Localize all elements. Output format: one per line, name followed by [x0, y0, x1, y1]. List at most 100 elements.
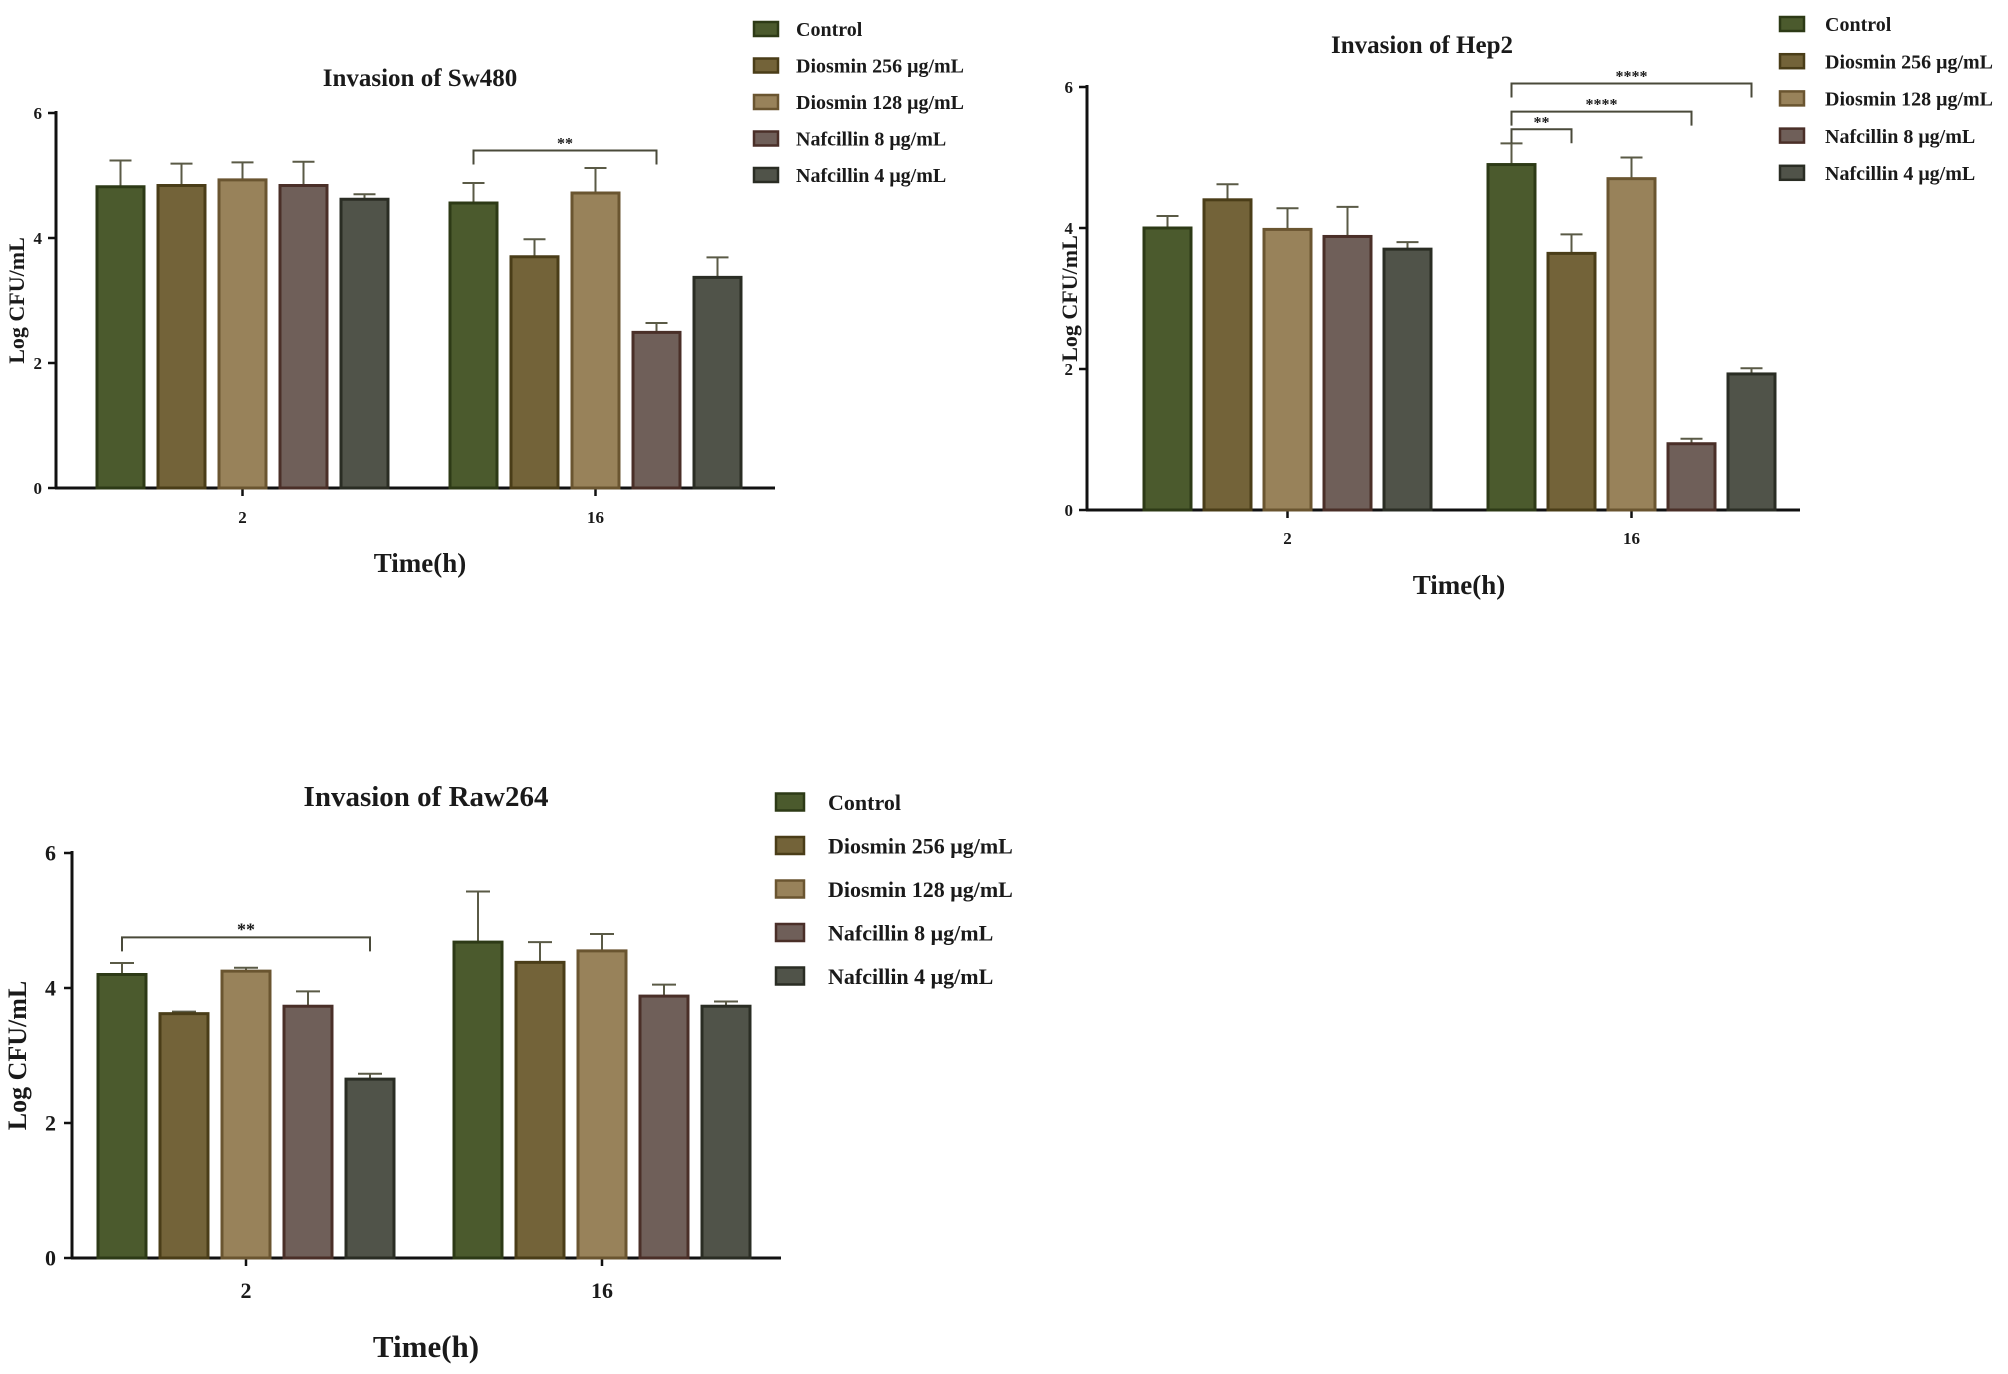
bar [514, 960, 566, 1260]
x-tick-label: 16 [591, 1278, 613, 1303]
bar [1546, 251, 1597, 512]
bar [1142, 226, 1193, 512]
bar [509, 255, 560, 490]
bar [576, 949, 628, 1260]
legend-label: Diosmin 128 μg/mL [828, 877, 1013, 902]
bar [1606, 177, 1657, 512]
x-tick-label: 16 [587, 508, 604, 527]
y-axis-label: Log CFU/mL [1057, 235, 1082, 362]
significance-bracket [1510, 82, 1753, 98]
legend-label: Nafcillin 4 μg/mL [1825, 163, 1975, 185]
x-tick-label: 2 [238, 508, 247, 527]
y-axis-label: Log CFU/mL [4, 237, 29, 364]
legend-swatch [1778, 164, 1806, 182]
legend-label: Diosmin 256 μg/mL [796, 56, 964, 78]
legend-swatch [774, 922, 806, 943]
legend: Control Diosmin 256 μg/mL Diosmin 128 μg/m… [752, 19, 964, 187]
x-axis-label: Time(h) [374, 548, 467, 578]
y-tick-label: 6 [45, 841, 56, 866]
legend-swatch [752, 57, 780, 74]
significance-label: ** [237, 919, 255, 939]
y-tick-label: 4 [45, 976, 56, 1001]
bar [278, 184, 329, 490]
legend-swatch [1778, 52, 1806, 70]
bar [1202, 198, 1253, 512]
bar [692, 275, 743, 490]
y-tick-label: 0 [45, 1246, 56, 1271]
legend-label: Nafcillin 8 μg/mL [828, 920, 993, 945]
x-axis-label: Time(h) [1413, 570, 1506, 600]
y-tick-label: 0 [34, 479, 43, 498]
legend-label: Nafcillin 4 μg/mL [828, 964, 993, 989]
legend-swatch [752, 166, 780, 184]
legend-swatch [752, 20, 780, 38]
bar [1382, 247, 1433, 512]
legend-label: Control [796, 19, 863, 41]
legend-swatch [774, 792, 806, 812]
bar [344, 1077, 396, 1260]
legend-label: Diosmin 128 μg/mL [1825, 89, 1993, 111]
bar [96, 973, 148, 1260]
legend-label: Control [828, 790, 901, 815]
bar [638, 994, 690, 1260]
y-tick-label: 2 [34, 354, 43, 373]
legend: Control Diosmin 256 μg/mL Diosmin 128 μg/m… [1778, 14, 1993, 185]
bar [1322, 234, 1373, 512]
legend-swatch [774, 879, 806, 899]
bar [339, 197, 390, 490]
bar [95, 185, 146, 490]
legend-swatch [752, 93, 780, 111]
bar [156, 184, 207, 490]
significance-label: ** [557, 136, 573, 153]
x-tick-label: 2 [1283, 529, 1292, 548]
bar [282, 1004, 334, 1260]
x-tick-label: 16 [1623, 529, 1640, 548]
legend-label: Diosmin 256 μg/mL [828, 833, 1013, 858]
y-tick-label: 2 [1065, 360, 1074, 379]
bar [570, 191, 621, 490]
bar [1726, 372, 1777, 512]
y-tick-label: 6 [34, 104, 43, 123]
legend-swatch [752, 130, 780, 147]
chart-panel-1: Invasion of Sw480 0 2 4 6 Log CFU/mL 2 16 ** Time… [4, 19, 964, 578]
bar [448, 201, 499, 490]
x-tick-label: 2 [241, 1278, 252, 1303]
significance-bracket [1510, 128, 1573, 144]
chart-title: Invasion of Raw264 [304, 781, 549, 813]
y-tick-label: 2 [45, 1111, 56, 1136]
significance-bracket [472, 149, 658, 165]
x-axis-label: Time(h) [373, 1329, 479, 1364]
legend-label: Diosmin 256 μg/mL [1825, 51, 1993, 73]
y-tick-label: 4 [34, 229, 43, 248]
bar [158, 1012, 210, 1260]
bar [217, 178, 268, 490]
significance-label: ** [1534, 114, 1550, 131]
bar [220, 969, 272, 1260]
y-axis-label: Log CFU/mL [3, 981, 32, 1131]
legend-swatch [1778, 127, 1806, 144]
chart-panel-3: Invasion of Raw264 0 2 4 6 Log CFU/mL 2 16 ** Tim… [3, 781, 1013, 1364]
y-tick-label: 0 [1065, 501, 1074, 520]
legend-swatch [1778, 15, 1806, 33]
bar [631, 330, 682, 490]
y-tick-label: 6 [1065, 78, 1074, 97]
y-tick-label: 4 [1065, 219, 1074, 238]
bar [452, 940, 504, 1260]
legend-label: Nafcillin 8 μg/mL [796, 129, 946, 151]
legend-swatch [1778, 90, 1806, 107]
significance-bracket [121, 936, 371, 952]
chart-title: Invasion of Hep2 [1331, 32, 1513, 59]
significance-bracket [1510, 110, 1693, 126]
legend: Control Diosmin 256 μg/mL Diosmin 128 μg/m… [774, 790, 1013, 989]
bar [1486, 163, 1537, 512]
legend-label: Nafcillin 4 μg/mL [796, 165, 946, 187]
legend-label: Nafcillin 8 μg/mL [1825, 126, 1975, 148]
legend-label: Control [1825, 14, 1892, 36]
legend-swatch [774, 835, 806, 856]
chart-title: Invasion of Sw480 [323, 65, 518, 92]
legend-swatch [774, 966, 806, 986]
bar [1666, 442, 1717, 512]
bar [1262, 227, 1313, 512]
